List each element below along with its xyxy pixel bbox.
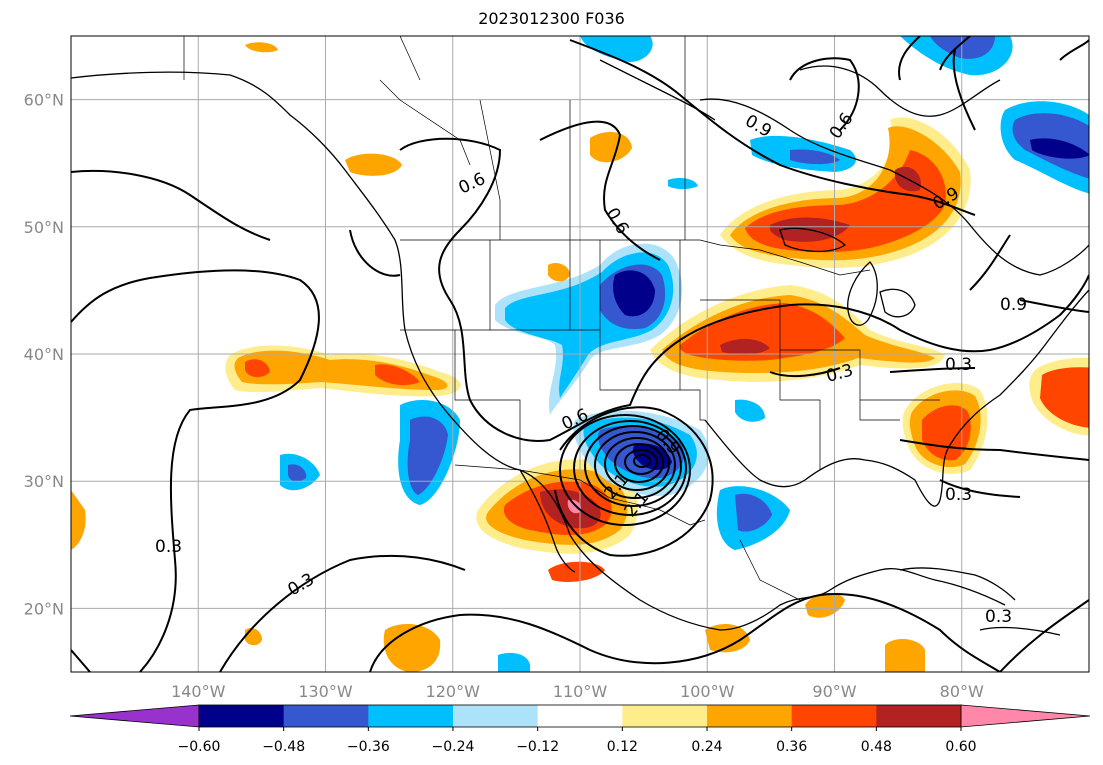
colorbar-segment — [537, 705, 623, 727]
colorbar-tick-label: −0.12 — [516, 739, 559, 755]
latitude-tick-label: 50°N — [24, 218, 64, 237]
colorbar-tick-label: 0.24 — [691, 739, 722, 755]
colorbar-tick-label: −0.24 — [432, 739, 475, 755]
contour-label: 0.3 — [945, 485, 972, 505]
longitude-labels: 140°W 130°W 120°W 110°W 100°W 90°W 80°W — [171, 682, 984, 701]
colorbar-tick-label: 0.48 — [861, 739, 892, 755]
colorbar-frame — [198, 704, 962, 728]
longitude-tick-label: 90°W — [812, 682, 856, 701]
colorbar-tick-label: −0.48 — [262, 739, 305, 755]
latitude-tick-label: 30°N — [24, 472, 64, 491]
longitude-tick-label: 140°W — [171, 682, 226, 701]
map-frame — [70, 35, 1090, 673]
contour-label: 0.3 — [945, 355, 972, 375]
colorbar: −0.60 −0.48 −0.36 −0.24 −0.12 0.12 0.24 0.36 0.4… — [69, 704, 1091, 755]
latitude-tick-label: 40°N — [24, 345, 64, 364]
longitude-tick-label: 80°W — [940, 682, 984, 701]
longitude-tick-label: 120°W — [426, 682, 481, 701]
colorbar-segment — [283, 705, 369, 727]
latitude-labels: 20°N 30°N 40°N 50°N 60°N — [24, 91, 64, 619]
contour-label: 0.9 — [1000, 295, 1027, 315]
longitude-tick-label: 110°W — [553, 682, 608, 701]
political-borders — [183, 36, 940, 601]
coastlines — [71, 59, 1089, 636]
contour-label: 0.3 — [985, 607, 1012, 627]
colorbar-segment — [199, 705, 285, 727]
map-title: 2023012300 F036 — [478, 9, 625, 28]
colorbar-segment — [453, 705, 539, 727]
contour-label: 0.3 — [155, 537, 182, 557]
colorbar-segment — [622, 705, 708, 727]
colorbar-tick-label: 0.60 — [945, 739, 976, 755]
colorbar-under-extension — [69, 704, 200, 728]
colorbar-segment — [368, 705, 454, 727]
longitude-tick-label: 130°W — [298, 682, 353, 701]
colorbar-tick-label: 0.12 — [607, 739, 638, 755]
colorbar-segment — [707, 705, 793, 727]
latitude-tick-label: 20°N — [24, 599, 64, 618]
colorbar-segment — [876, 705, 962, 727]
contour-lines — [71, 36, 1089, 672]
colorbar-over-extension — [960, 704, 1091, 728]
colorbar-tick-label: −0.36 — [347, 739, 390, 755]
colorbar-segment — [791, 705, 877, 727]
latitude-tick-label: 60°N — [24, 91, 64, 110]
longitude-tick-label: 100°W — [680, 682, 735, 701]
colorbar-tick-label: 0.36 — [776, 739, 807, 755]
colorbar-tick-label: −0.60 — [178, 739, 221, 755]
